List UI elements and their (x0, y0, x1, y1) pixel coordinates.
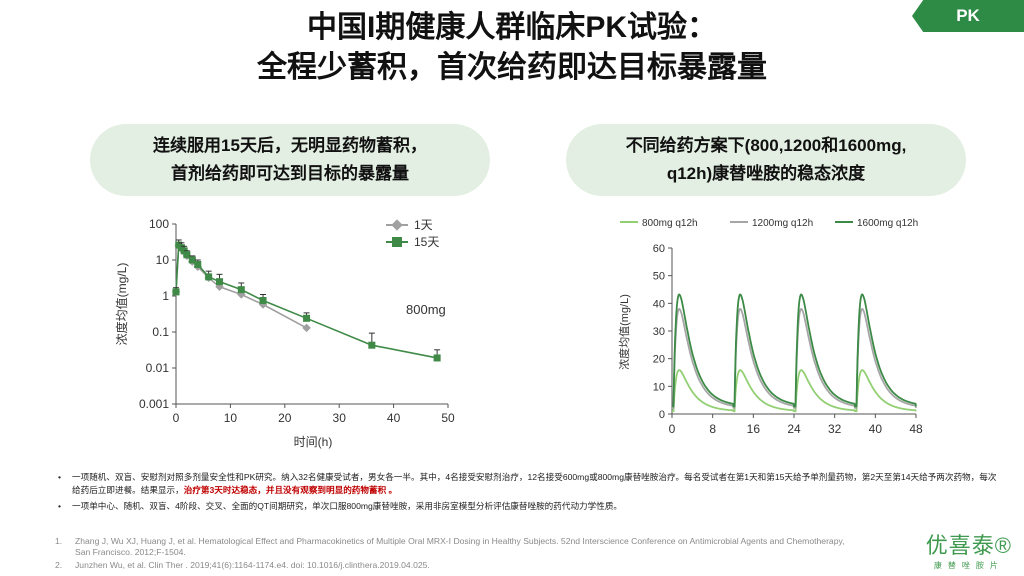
x-tick-label: 30 (333, 411, 347, 425)
legend-1200: 1200mg q12h (752, 218, 813, 229)
y-tick-label: 20 (653, 354, 665, 366)
reference-2: 2. Junzhen Wu, et al. Clin Ther . 2019;41… (55, 560, 855, 571)
chart-left-annotation: 800mg (406, 302, 446, 317)
chart-left-xlabel: 时间(h) (294, 435, 333, 449)
data-point (172, 288, 180, 296)
y-tick-label: 50 (653, 271, 665, 283)
chart-right-legend: 800mg q12h 1200mg q12h 1600mg q12h (620, 218, 918, 229)
study-note-1-highlight: 治疗第3天时达稳态，并且没有观察到明显的药物蓄积 。 (183, 485, 398, 495)
concentration-curve-1 (672, 369, 917, 413)
y-tick-label: 60 (653, 243, 665, 255)
brand-logo-sub: 康替唑胺片 (933, 561, 1004, 570)
y-tick-label: 1 (162, 289, 169, 303)
brand-logo: 优喜泰® 康替唑胺片 (926, 528, 1012, 571)
summary-left-line2: 首剂给药即可达到目标的暴露量 (171, 164, 409, 183)
data-point (216, 278, 224, 286)
data-point (237, 286, 245, 294)
study-note-2: 一项单中心、随机、双盲、4阶段、交叉、全面的QT间期研究，单次口服800mg康替… (58, 500, 998, 513)
data-point (188, 256, 196, 264)
chart-left-ylabel: 浓度均值(mg/L) (114, 263, 129, 346)
legend-1600: 1600mg q12h (857, 218, 918, 229)
brand-logo-name: 优喜泰® (925, 533, 1012, 558)
pk-tag: PK (912, 0, 1024, 32)
summary-left-line1: 连续服用15天后，无明显药物蓄积， (153, 136, 427, 155)
concentration-curve-2 (672, 307, 917, 409)
slide-title-line1: 中国I期健康人群临床PK试验： (306, 11, 717, 44)
x-tick-label: 40 (869, 422, 883, 436)
data-point (303, 314, 311, 322)
study-note-1: 一项随机、双盲、安慰剂对照多剂量安全性和PK研究。纳入32名健康受试者，男女各一… (58, 471, 998, 497)
x-tick-label: 50 (441, 411, 455, 425)
summary-right-line1: 不同给药方案下(800,1200和1600mg, (625, 136, 907, 155)
y-tick-label: 100 (149, 217, 169, 231)
references: 1. Zhang J, Wu XJ, Huang J, et al. Hemato… (55, 536, 855, 571)
concentration-curve-3 (672, 293, 917, 408)
y-tick-label: 10 (653, 381, 665, 393)
study-notes: 一项随机、双盲、安慰剂对照多剂量安全性和PK研究。纳入32名健康受试者，男女各一… (58, 471, 998, 516)
reference-1-text: Zhang J, Wu XJ, Huang J, et al. Hematolo… (75, 536, 845, 557)
data-point (259, 296, 267, 304)
x-tick-label: 48 (909, 422, 923, 436)
study-note-1-text: 一项随机、双盲、安慰剂对照多剂量安全性和PK研究。纳入32名健康受试者，男女各一… (72, 472, 997, 495)
x-tick-label: 10 (224, 411, 238, 425)
y-tick-label: 0.001 (139, 397, 169, 411)
data-point (302, 323, 311, 333)
x-tick-label: 32 (828, 422, 842, 436)
x-tick-label: 0 (669, 422, 676, 436)
data-point (183, 251, 191, 259)
data-point (194, 260, 202, 268)
x-tick-label: 0 (173, 411, 180, 425)
chart-right-ylabel: 浓度均值(mg/L) (617, 294, 631, 370)
summary-right: 不同给药方案下(800,1200和1600mg, q12h)康替唑胺的稳态浓度 (566, 124, 966, 196)
data-point (205, 273, 213, 281)
legend-day1: 1天 (414, 218, 433, 232)
series-line-2 (175, 243, 438, 359)
y-tick-label: 10 (156, 253, 170, 267)
reference-1: 1. Zhang J, Wu XJ, Huang J, et al. Hemato… (55, 536, 855, 558)
y-tick-label: 0 (659, 409, 665, 421)
summary-right-line2: q12h)康替唑胺的稳态浓度 (666, 164, 866, 183)
steady-state-chart: 0 10 20 30 40 50 60 0 8 16 24 32 40 48 浓度均值(mg/L) 800… (617, 218, 923, 436)
reference-2-num: 2. (55, 560, 63, 570)
y-tick-label: 30 (653, 326, 665, 338)
data-point (368, 341, 376, 349)
x-tick-label: 40 (387, 411, 401, 425)
legend-day15: 15天 (414, 235, 439, 249)
y-tick-label: 40 (653, 298, 665, 310)
reference-1-num: 1. (55, 536, 63, 546)
pk-log-chart: 0.001 0.01 0.1 1 10 100 0 10 20 30 40 50 浓度均值(mg/L)… (114, 217, 455, 449)
study-note-2-text: 一项单中心、随机、双盲、4阶段、交叉、全面的QT间期研究，单次口服800mg康替… (72, 501, 623, 511)
pk-tag-label: PK (956, 6, 980, 25)
y-tick-label: 0.1 (152, 325, 169, 339)
data-point (433, 354, 441, 362)
x-tick-label: 24 (787, 422, 801, 436)
x-tick-label: 16 (747, 422, 761, 436)
chart-left-legend: 1天 15天 (386, 218, 439, 249)
legend-800: 800mg q12h (642, 218, 698, 229)
summary-left: 连续服用15天后，无明显药物蓄积， 首剂给药即可达到目标的暴露量 (90, 124, 490, 196)
slide-title-line2: 全程少蓄积，首次给药即达目标暴露量 (257, 51, 767, 84)
y-tick-label: 0.01 (146, 361, 170, 375)
x-tick-label: 8 (709, 422, 716, 436)
x-tick-label: 20 (278, 411, 292, 425)
reference-2-text: Junzhen Wu, et al. Clin Ther . 2019;41(6… (75, 560, 430, 570)
